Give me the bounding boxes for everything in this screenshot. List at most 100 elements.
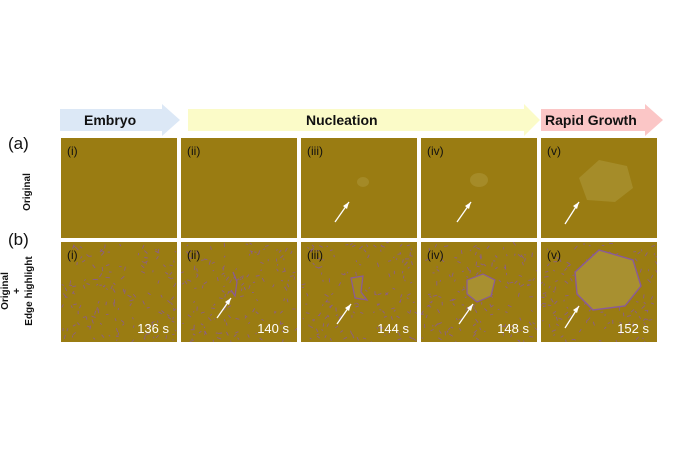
- edge-speck: [81, 259, 86, 263]
- edge-speck: [340, 330, 344, 333]
- edge-speck: [83, 278, 86, 282]
- edge-speck: [63, 334, 66, 340]
- edge-speck: [429, 295, 432, 298]
- edge-speck: [96, 307, 98, 311]
- edge-speck: [223, 308, 226, 311]
- edge-speck: [124, 289, 126, 294]
- edge-speck: [653, 253, 656, 256]
- edge-speck: [355, 271, 357, 276]
- image-panel-b-2: (ii) 140 s: [181, 242, 297, 342]
- edge-speck: [117, 332, 120, 336]
- edge-speck: [275, 249, 278, 251]
- edge-speck: [221, 272, 225, 275]
- edge-speck: [216, 337, 222, 340]
- stage-arrow-embryo: Embryo: [60, 104, 180, 136]
- edge-speck: [588, 309, 592, 312]
- edge-speck: [113, 302, 115, 307]
- edge-speck: [520, 284, 525, 287]
- edge-speck: [392, 256, 395, 258]
- panel-index-label: (iv): [427, 144, 444, 158]
- edge-speck: [235, 268, 238, 271]
- edge-speck: [338, 315, 342, 319]
- edge-speck: [502, 333, 505, 336]
- edge-speck: [343, 336, 348, 340]
- timestamp-label: 152 s: [617, 321, 649, 336]
- edge-speck: [555, 323, 559, 327]
- edge-speck: [329, 305, 332, 309]
- edge-speck: [306, 293, 309, 297]
- edge-speck: [349, 242, 353, 246]
- edge-speck: [366, 244, 369, 247]
- edge-speck: [193, 300, 195, 304]
- edge-speck: [421, 337, 424, 339]
- edge-speck: [346, 271, 349, 274]
- edge-speck: [359, 245, 364, 250]
- edge-speck: [196, 274, 199, 278]
- edge-speck: [632, 322, 634, 327]
- edge-speck: [519, 317, 522, 321]
- edge-speck: [466, 266, 470, 272]
- edge-speck: [643, 322, 646, 326]
- arrow-icon: [216, 297, 232, 319]
- edge-speck: [232, 277, 235, 279]
- edge-speck: [509, 281, 514, 284]
- crystal-edge-outline: [466, 273, 496, 303]
- edge-speck: [294, 327, 297, 331]
- edge-speck: [636, 301, 639, 303]
- edge-speck: [187, 279, 192, 282]
- edge-speck: [570, 277, 573, 282]
- edge-speck: [115, 328, 119, 333]
- edge-speck: [527, 283, 529, 286]
- edge-speck: [560, 335, 564, 338]
- edge-speck: [256, 253, 260, 256]
- edge-speck: [309, 325, 313, 329]
- edge-speck: [186, 244, 189, 247]
- edge-speck: [155, 334, 159, 339]
- edge-speck: [430, 300, 433, 303]
- edge-speck: [639, 268, 642, 273]
- edge-speck: [317, 257, 321, 260]
- edge-speck: [239, 276, 242, 279]
- edge-speck: [167, 300, 171, 304]
- edge-speck: [438, 337, 442, 341]
- edge-speck: [451, 272, 454, 277]
- edge-speck: [553, 269, 555, 272]
- edge-speck: [439, 279, 442, 282]
- edge-speck: [437, 309, 440, 314]
- edge-speck: [163, 264, 166, 268]
- panel-index-label: (ii): [187, 248, 201, 262]
- edge-speck: [364, 289, 368, 292]
- edge-speck: [385, 328, 388, 331]
- edge-speck: [494, 255, 498, 258]
- edge-speck: [93, 337, 96, 340]
- panel-index-label: (v): [547, 144, 561, 158]
- edge-speck: [155, 250, 160, 254]
- edge-speck: [544, 276, 549, 278]
- edge-speck: [578, 328, 582, 333]
- edge-speck: [457, 260, 461, 264]
- edge-speck: [171, 302, 173, 306]
- edge-speck: [555, 316, 558, 321]
- edge-speck: [249, 250, 254, 253]
- edge-speck: [360, 311, 364, 314]
- edge-speck: [650, 296, 654, 300]
- edge-speck: [158, 311, 163, 315]
- stage-arrow-nucleation-shape: [188, 104, 540, 136]
- edge-speck: [506, 254, 508, 257]
- edge-speck: [368, 286, 370, 290]
- edge-speck: [169, 264, 173, 267]
- edge-speck: [529, 335, 534, 338]
- edge-speck: [189, 339, 194, 342]
- edge-speck: [137, 252, 140, 256]
- edge-speck: [414, 311, 417, 314]
- edge-speck: [637, 251, 641, 255]
- edge-speck: [224, 294, 226, 298]
- edge-speck: [313, 319, 315, 322]
- edge-speck: [120, 275, 125, 280]
- edge-highlight-overlay: [61, 243, 177, 342]
- edge-speck: [449, 298, 454, 302]
- edge-speck: [61, 304, 64, 308]
- edge-speck: [120, 319, 125, 323]
- panel-index-label: (iii): [307, 144, 323, 158]
- edge-speck: [186, 251, 190, 256]
